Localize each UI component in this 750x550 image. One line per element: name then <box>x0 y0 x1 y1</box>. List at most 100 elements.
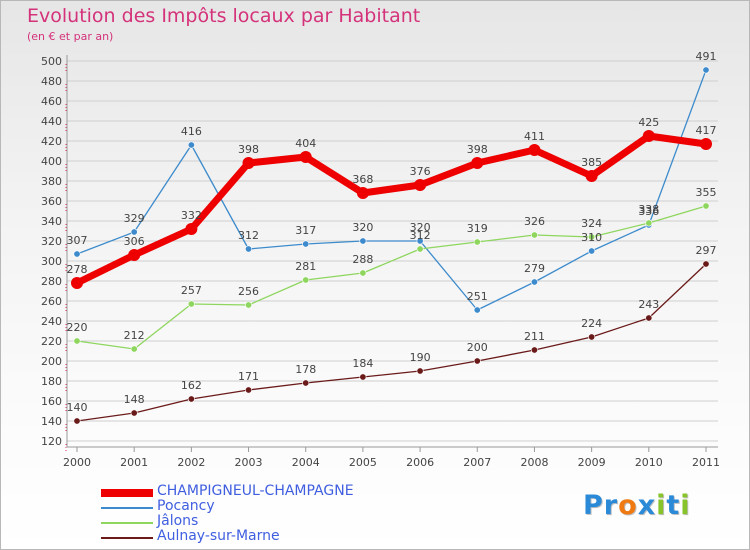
data-point <box>187 395 195 403</box>
x-tick-label: 2006 <box>406 456 434 469</box>
data-label: 376 <box>410 165 431 178</box>
data-label: 332 <box>181 209 202 222</box>
series <box>71 66 712 425</box>
data-point <box>642 130 655 142</box>
data-point <box>73 337 81 345</box>
data-point <box>528 144 541 156</box>
data-point <box>302 240 310 248</box>
data-label: 200 <box>467 341 488 354</box>
x-tick-label: 2002 <box>177 456 205 469</box>
y-tick-label: 400 <box>41 155 62 168</box>
data-point <box>187 300 195 308</box>
data-label: 279 <box>524 262 545 275</box>
series-line <box>76 263 707 422</box>
data-point <box>73 417 81 425</box>
data-point <box>473 306 481 314</box>
data-point <box>130 409 138 417</box>
y-tick-label: 300 <box>41 255 62 268</box>
data-point <box>473 238 481 246</box>
data-point <box>245 301 253 309</box>
data-label: 251 <box>467 290 488 303</box>
data-label: 368 <box>352 173 373 186</box>
data-point <box>359 237 367 245</box>
x-tick-label: 2005 <box>349 456 377 469</box>
data-label: 320 <box>352 221 373 234</box>
data-point <box>128 249 141 261</box>
data-point <box>471 157 484 169</box>
data-label: 243 <box>638 298 659 311</box>
data-label: 324 <box>581 217 602 230</box>
data-label: 491 <box>696 50 717 63</box>
data-point <box>245 245 253 253</box>
logo-letter: x <box>637 490 657 521</box>
data-label: 398 <box>238 143 259 156</box>
legend-swatch <box>101 489 153 497</box>
y-tick-label: 440 <box>41 115 62 128</box>
data-point <box>416 245 424 253</box>
data-label: 336 <box>638 205 659 218</box>
data-label: 310 <box>581 231 602 244</box>
data-label: 338 <box>638 203 659 216</box>
y-tick-label: 140 <box>41 415 62 428</box>
x-tick-label: 2000 <box>63 456 91 469</box>
data-point <box>585 170 598 182</box>
data-point <box>359 269 367 277</box>
y-tick-label: 160 <box>41 395 62 408</box>
legend-label: Pocancy <box>157 498 215 514</box>
x-tick-label: 2010 <box>635 456 663 469</box>
data-label: 320 <box>410 221 431 234</box>
data-point <box>414 179 427 191</box>
data-label: 319 <box>467 222 488 235</box>
y-tick-label: 120 <box>41 435 62 448</box>
data-point <box>645 219 653 227</box>
y-tick-label: 460 <box>41 95 62 108</box>
data-label: 190 <box>410 351 431 364</box>
data-label: 297 <box>696 244 717 257</box>
data-label: 417 <box>696 124 717 137</box>
data-point <box>242 157 255 169</box>
data-label: 411 <box>524 130 545 143</box>
data-label: 329 <box>124 212 145 225</box>
logo-letter: P <box>583 490 604 521</box>
data-point <box>130 228 138 236</box>
data-point <box>702 260 710 268</box>
y-tick-label: 480 <box>41 75 62 88</box>
series-line <box>73 132 710 287</box>
data-label: 281 <box>295 260 316 273</box>
x-tick-label: 2004 <box>292 456 320 469</box>
data-point <box>73 250 81 258</box>
x-tick-label: 2003 <box>235 456 263 469</box>
y-tick-label: 220 <box>41 335 62 348</box>
data-point <box>702 66 710 74</box>
data-point <box>187 141 195 149</box>
line-chart: 120 140 160 180 200 220 240 260 280 300 320 340 360 3… <box>41 50 720 469</box>
data-point <box>645 314 653 322</box>
data-labels: 307 329 416 312 317 320 320 251 279 310 336 491 220 2… <box>67 50 717 414</box>
y-tick-label: 240 <box>41 315 62 328</box>
data-label: 148 <box>124 393 145 406</box>
data-label: 171 <box>238 370 259 383</box>
x-tick-label: 2001 <box>120 456 148 469</box>
data-point <box>588 333 596 341</box>
axes: 120 140 160 180 200 220 240 260 280 300 320 340 360 3… <box>41 55 720 469</box>
logo-letter: i <box>656 490 667 521</box>
data-label: 211 <box>524 330 545 343</box>
y-tick-label: 180 <box>41 375 62 388</box>
data-label: 416 <box>181 125 202 138</box>
data-point <box>71 277 83 289</box>
grid-lines <box>67 60 718 442</box>
legend-label: CHAMPIGNEUL-CHAMPAGNE <box>157 483 354 499</box>
data-point <box>185 223 198 235</box>
legend-label: Aulnay-sur-Marne <box>157 528 280 544</box>
data-label: 162 <box>181 379 202 392</box>
data-label: 312 <box>410 229 431 242</box>
logo-letter: o <box>618 490 638 521</box>
data-label: 184 <box>352 357 373 370</box>
data-label: 256 <box>238 285 259 298</box>
series-line <box>76 205 707 350</box>
data-point <box>302 379 310 387</box>
data-label: 312 <box>238 229 259 242</box>
legend-swatch <box>101 537 153 539</box>
y-tick-label: 320 <box>41 235 62 248</box>
